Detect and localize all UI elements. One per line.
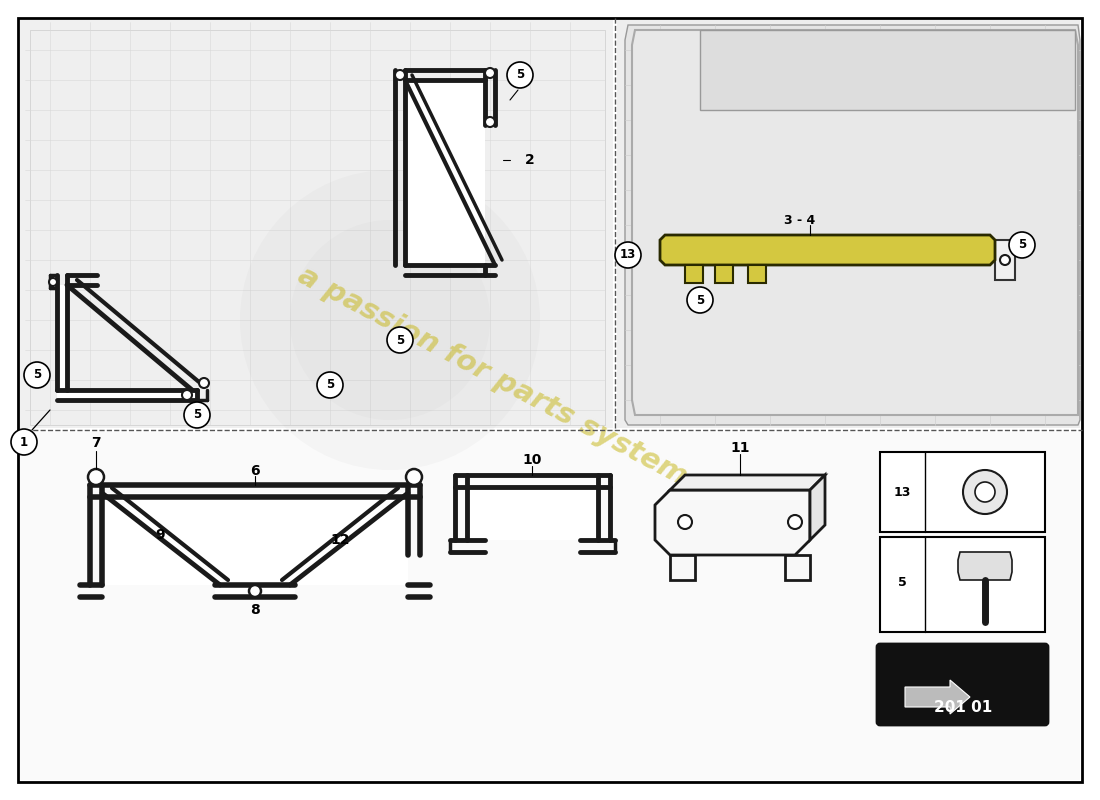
Text: 201 01: 201 01 bbox=[934, 699, 992, 714]
Circle shape bbox=[249, 585, 261, 597]
Text: a passion for parts systems: a passion for parts systems bbox=[293, 261, 707, 499]
Polygon shape bbox=[57, 285, 197, 400]
Polygon shape bbox=[715, 265, 733, 283]
Circle shape bbox=[240, 170, 540, 470]
Text: 6: 6 bbox=[250, 464, 260, 478]
Circle shape bbox=[11, 429, 37, 455]
Polygon shape bbox=[405, 80, 485, 265]
Text: 9: 9 bbox=[155, 528, 165, 542]
Text: 13: 13 bbox=[620, 249, 636, 262]
Polygon shape bbox=[905, 680, 970, 714]
Circle shape bbox=[199, 378, 209, 388]
Circle shape bbox=[88, 469, 104, 485]
Polygon shape bbox=[810, 475, 825, 540]
Circle shape bbox=[962, 470, 1006, 514]
Circle shape bbox=[485, 117, 495, 127]
Text: 12: 12 bbox=[330, 533, 350, 547]
Text: 5: 5 bbox=[33, 369, 41, 382]
Polygon shape bbox=[700, 30, 1075, 110]
Circle shape bbox=[485, 68, 495, 78]
Polygon shape bbox=[958, 552, 1012, 580]
Circle shape bbox=[317, 372, 343, 398]
Text: 13: 13 bbox=[893, 486, 911, 498]
Text: 5: 5 bbox=[516, 69, 524, 82]
Text: 11: 11 bbox=[730, 441, 750, 455]
Circle shape bbox=[406, 469, 422, 485]
Circle shape bbox=[182, 390, 192, 400]
Circle shape bbox=[50, 278, 57, 286]
Bar bbox=[20, 432, 1080, 780]
Text: 5: 5 bbox=[326, 378, 334, 391]
Circle shape bbox=[1000, 255, 1010, 265]
Circle shape bbox=[184, 402, 210, 428]
Text: 8: 8 bbox=[250, 603, 260, 617]
Text: 7: 7 bbox=[91, 436, 101, 450]
Polygon shape bbox=[30, 30, 605, 425]
Circle shape bbox=[290, 220, 490, 420]
Polygon shape bbox=[654, 490, 670, 530]
Text: 10: 10 bbox=[522, 453, 541, 467]
Bar bbox=[617, 20, 1080, 428]
Text: 1: 1 bbox=[20, 435, 29, 449]
Polygon shape bbox=[670, 555, 695, 580]
Text: 5: 5 bbox=[696, 294, 704, 306]
Circle shape bbox=[678, 515, 692, 529]
Circle shape bbox=[1009, 232, 1035, 258]
Text: 5: 5 bbox=[1018, 238, 1026, 251]
Bar bbox=[20, 20, 613, 428]
Circle shape bbox=[975, 482, 996, 502]
Polygon shape bbox=[785, 555, 810, 580]
Circle shape bbox=[387, 327, 412, 353]
Circle shape bbox=[788, 515, 802, 529]
Text: 5: 5 bbox=[396, 334, 404, 346]
Text: 5: 5 bbox=[192, 409, 201, 422]
Text: 5: 5 bbox=[898, 575, 906, 589]
Text: 3 - 4: 3 - 4 bbox=[784, 214, 815, 226]
Polygon shape bbox=[654, 490, 810, 555]
Circle shape bbox=[688, 287, 713, 313]
Circle shape bbox=[24, 362, 50, 388]
Polygon shape bbox=[660, 235, 996, 265]
Polygon shape bbox=[625, 25, 1080, 425]
Circle shape bbox=[507, 62, 534, 88]
Circle shape bbox=[395, 70, 405, 80]
FancyBboxPatch shape bbox=[877, 644, 1048, 725]
Polygon shape bbox=[102, 493, 408, 597]
Polygon shape bbox=[632, 30, 1078, 415]
Polygon shape bbox=[748, 265, 766, 283]
Circle shape bbox=[615, 242, 641, 268]
Polygon shape bbox=[670, 475, 825, 490]
Polygon shape bbox=[468, 487, 598, 540]
Polygon shape bbox=[685, 265, 703, 283]
Bar bbox=[880, 452, 1045, 532]
Bar bbox=[880, 537, 1045, 632]
Text: 2: 2 bbox=[525, 153, 535, 167]
Polygon shape bbox=[996, 240, 1015, 280]
